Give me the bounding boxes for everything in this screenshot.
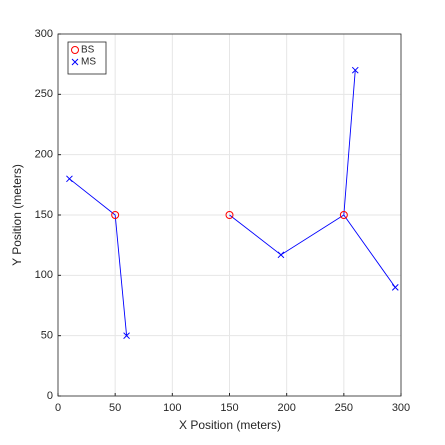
marker-x [277,251,285,259]
axes-box [57,33,402,397]
marker-circle [111,211,120,219]
x-tick-label: 300 [392,402,410,414]
y-tick-label: 250 [35,88,53,100]
marker-x [66,175,73,183]
x-tick-label: 50 [109,402,121,414]
marker-x [351,66,359,74]
marker-circle [339,211,348,219]
x-tick-label: 150 [220,402,238,414]
legend-label: MS [81,57,96,68]
marker-circle [225,211,234,219]
x-tick-label: 200 [277,402,295,414]
marker-x [71,58,79,66]
y-tick-label: 0 [47,390,53,402]
marker-x [123,332,130,340]
legend-label: BS [81,45,95,56]
y-tick-label: 300 [35,28,53,40]
x-axis-label: X Position (meters) [179,418,281,432]
legend-box [67,41,107,75]
marker-x [391,284,399,291]
y-tick-label: 100 [35,269,53,281]
x-tick-label: 100 [163,402,181,414]
x-tick-label: 0 [55,402,61,414]
marker-circle [71,46,79,54]
x-tick-label: 250 [335,402,353,414]
y-tick-label: 150 [35,209,53,221]
y-axis-label: Y Position (meters) [10,164,24,266]
y-tick-label: 50 [41,330,53,342]
y-tick-label: 200 [35,149,53,161]
